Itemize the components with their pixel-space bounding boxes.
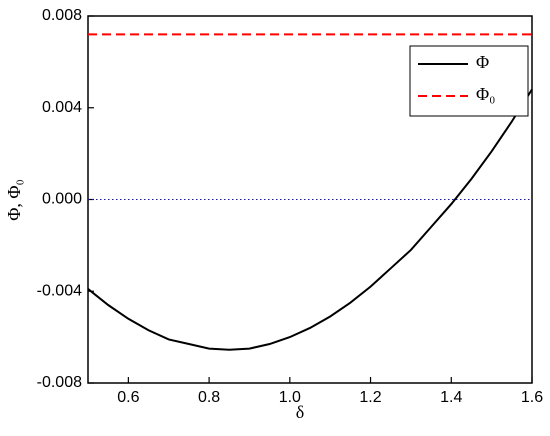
x-tick-label: 1.0: [279, 389, 301, 406]
legend-label: Φ₀: [476, 84, 495, 104]
y-tick-label: 0.000: [42, 191, 82, 208]
series-line: [87, 88, 533, 351]
x-tick-label: 1.2: [359, 389, 381, 406]
y-axis-label: Φ, Φ₀: [4, 179, 24, 221]
legend-box: [409, 45, 529, 117]
x-axis-label: δ: [296, 402, 304, 422]
legend-label: Φ: [476, 52, 489, 72]
y-tick-label: -0.004: [37, 282, 82, 299]
x-tick-label: 0.8: [198, 389, 220, 406]
x-tick-label: 0.6: [117, 389, 139, 406]
y-tick-label: -0.008: [37, 374, 82, 391]
y-tick-label: 0.004: [42, 99, 82, 116]
y-tick-label: 0.008: [42, 7, 82, 24]
x-tick-label: 1.6: [521, 389, 543, 406]
x-tick-label: 1.4: [440, 389, 462, 406]
